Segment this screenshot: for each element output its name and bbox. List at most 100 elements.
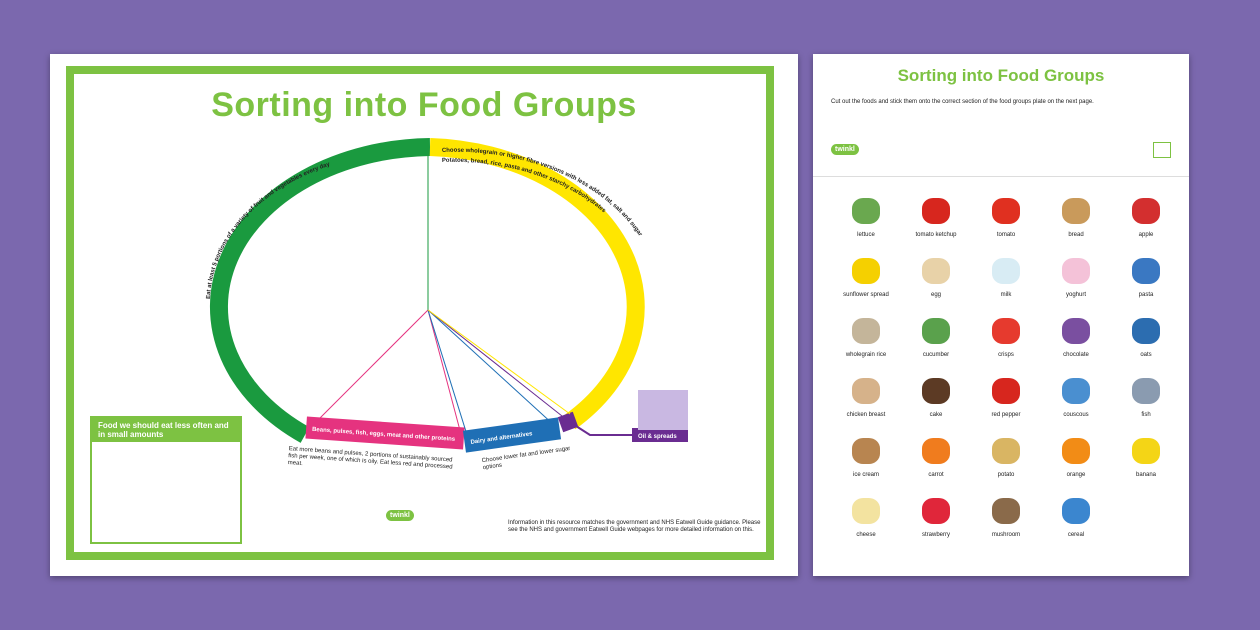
food-item: cake	[901, 374, 971, 418]
chicken-icon	[848, 374, 884, 408]
food-label: yoghurt	[1065, 292, 1086, 298]
food-label: cereal	[1067, 532, 1085, 538]
food-label: sunflower spread	[843, 292, 889, 298]
food-label: chicken breast	[846, 412, 886, 418]
food-item: apple	[1111, 194, 1181, 238]
food-label: mushroom	[991, 532, 1021, 538]
yoghurt-icon	[1058, 254, 1094, 288]
food-item: cucumber	[901, 314, 971, 358]
food-item: crisps	[971, 314, 1041, 358]
food-item: banana	[1111, 434, 1181, 478]
bread-icon	[1058, 194, 1094, 228]
food-label: couscous	[1063, 412, 1089, 418]
food-item: bread	[1041, 194, 1111, 238]
ketchup-icon	[918, 194, 954, 228]
food-item: milk	[971, 254, 1041, 298]
food-item: oats	[1111, 314, 1181, 358]
spread-icon	[848, 254, 884, 288]
food-item: lettuce	[831, 194, 901, 238]
food-label: orange	[1066, 472, 1086, 478]
cutout-title: Sorting into Food Groups	[897, 66, 1105, 85]
food-label: potato	[997, 472, 1015, 478]
cheese-icon	[848, 494, 884, 528]
food-item: tomato	[971, 194, 1041, 238]
food-label: tomato ketchup	[915, 232, 957, 238]
rice-icon	[848, 314, 884, 348]
info-text: Information in this resource matches the…	[508, 520, 761, 533]
food-item: cereal	[1041, 494, 1111, 538]
food-item: yoghurt	[1041, 254, 1111, 298]
oil-swatch	[638, 390, 688, 430]
instructions: Cut out the foods and stick them onto th…	[831, 99, 1094, 105]
eat-less-title: Food we should eat less often and in sma…	[92, 418, 240, 442]
dairy-label-bar	[462, 417, 562, 453]
eatwell-plate: Oil & spreads Eat at least 5 portions of…	[206, 138, 688, 453]
food-label: wholegrain rice	[845, 352, 887, 358]
food-label: lettuce	[857, 232, 875, 238]
oil-spreads-tag	[632, 428, 688, 442]
egg-icon	[918, 254, 954, 288]
divider	[813, 176, 1189, 177]
cap-icon	[1153, 142, 1171, 158]
fish-icon	[1128, 374, 1164, 408]
cake-icon	[918, 374, 954, 408]
sheet-header-row: twinkl	[831, 140, 1171, 160]
orange-icon	[1058, 434, 1094, 468]
crisps-icon	[988, 314, 1024, 348]
oats-icon	[1128, 314, 1164, 348]
food-item: tomato ketchup	[901, 194, 971, 238]
green-frame	[66, 66, 774, 560]
eat-less-box: Food we should eat less often and in sma…	[90, 416, 242, 544]
banana-icon	[1128, 434, 1164, 468]
food-item: carrot	[901, 434, 971, 478]
food-item: sunflower spread	[831, 254, 901, 298]
food-label: crisps	[998, 352, 1014, 358]
food-label: strawberry	[921, 532, 950, 538]
food-item: wholegrain rice	[831, 314, 901, 358]
food-label: cheese	[856, 532, 876, 538]
starchy-carbs-section	[429, 138, 645, 430]
apple-icon	[1128, 194, 1164, 228]
food-label: ice cream	[852, 472, 879, 478]
food-label: egg	[930, 292, 941, 298]
food-item: ice cream	[831, 434, 901, 478]
food-item: chocolate	[1041, 314, 1111, 358]
potato-icon	[988, 434, 1024, 468]
food-item: mushroom	[971, 494, 1041, 538]
cereal-icon	[1058, 494, 1094, 528]
food-plate-sheet: Sorting into Food Groups Oil & spreads E…	[50, 54, 798, 576]
food-label: pasta	[1138, 292, 1154, 298]
ice-cream-icon	[848, 434, 884, 468]
couscous-icon	[1058, 374, 1094, 408]
oil-spreads-label: Oil & spreads	[638, 434, 677, 440]
food-item: egg	[901, 254, 971, 298]
oils-label-bar	[557, 411, 579, 433]
food-label: red pepper	[991, 412, 1021, 418]
food-label: apple	[1138, 232, 1154, 238]
food-label: carrot	[928, 472, 944, 478]
food-item: couscous	[1041, 374, 1111, 418]
fruit-veg-section	[210, 138, 431, 443]
food-label: fish	[1141, 412, 1151, 418]
food-label: oats	[1140, 352, 1152, 358]
tomato-icon	[988, 194, 1024, 228]
chocolate-icon	[1058, 314, 1094, 348]
carrot-icon	[918, 434, 954, 468]
page-title: Sorting into Food Groups	[211, 86, 637, 124]
foods-cutout-sheet: Sorting into Food Groups Cut out the foo…	[813, 54, 1189, 576]
food-item: cheese	[831, 494, 901, 538]
food-label: milk	[1000, 292, 1012, 298]
mushroom-icon	[988, 494, 1024, 528]
strawberry-icon	[918, 494, 954, 528]
pepper-icon	[988, 374, 1024, 408]
food-label: tomato	[996, 232, 1016, 238]
food-item: red pepper	[971, 374, 1041, 418]
food-item: potato	[971, 434, 1041, 478]
cucumber-icon	[918, 314, 954, 348]
food-item: strawberry	[901, 494, 971, 538]
food-item: chicken breast	[831, 374, 901, 418]
food-label: cake	[929, 412, 943, 418]
twinkl-logo-small: twinkl	[831, 144, 859, 155]
lettuce-icon	[848, 194, 884, 228]
pasta-icon	[1128, 254, 1164, 288]
